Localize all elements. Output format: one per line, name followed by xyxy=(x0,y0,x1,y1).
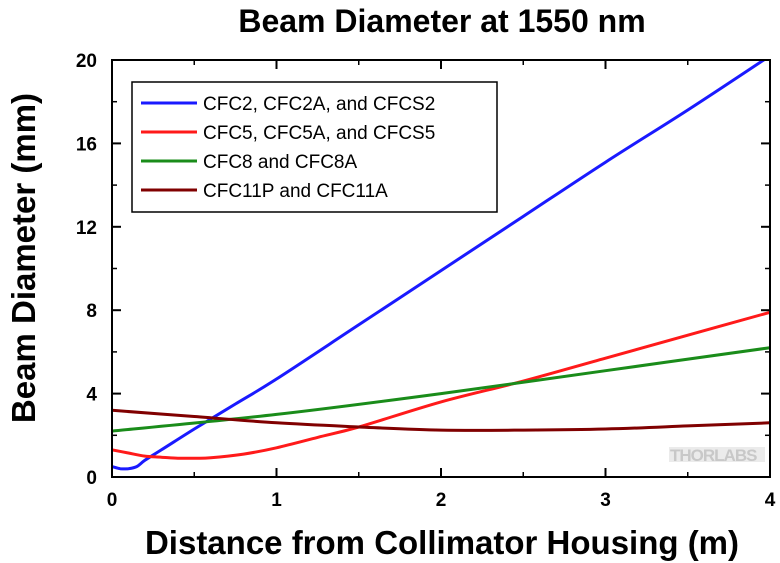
y-tick-label: 20 xyxy=(76,51,97,72)
legend: CFC2, CFC2A, and CFCS2 CFC5, CFC5A, and C… xyxy=(131,81,498,213)
series-line-3 xyxy=(112,346,770,433)
x-tick-label: 2 xyxy=(436,490,447,511)
series-line-4 xyxy=(112,408,770,432)
x-tick-label: 3 xyxy=(600,490,611,511)
legend-label-3: CFC8 and CFC8A xyxy=(203,152,357,173)
y-tick-label: 16 xyxy=(76,134,97,155)
x-tick-label: 4 xyxy=(765,490,776,511)
chart-title: Beam Diameter at 1550 nm xyxy=(238,3,645,39)
series-line-2 xyxy=(112,310,770,460)
watermark-text: THORLABS xyxy=(670,446,757,465)
x-tick-label: 0 xyxy=(107,490,118,511)
legend-label-4: CFC11P and CFC11A xyxy=(203,181,388,202)
watermark-background xyxy=(669,447,765,462)
y-axis-label: Beam Diameter (mm) xyxy=(5,93,42,423)
plot-frame xyxy=(111,59,771,478)
thorlabs-watermark: THORLABS xyxy=(669,446,765,465)
x-tick-label: 1 xyxy=(271,490,282,511)
y-tick-label: 8 xyxy=(86,301,97,322)
y-tick-label: 12 xyxy=(76,218,97,239)
legend-label-1: CFC2, CFC2A, and CFCS2 xyxy=(203,94,435,115)
y-tick-label: 4 xyxy=(86,385,97,406)
legend-label-2: CFC5, CFC5A, and CFCS5 xyxy=(203,123,435,144)
y-tick-label: 0 xyxy=(86,468,97,489)
series-layer xyxy=(112,60,770,471)
x-axis-label: Distance from Collimator Housing (m) xyxy=(145,524,739,561)
series-line-1 xyxy=(112,60,767,471)
